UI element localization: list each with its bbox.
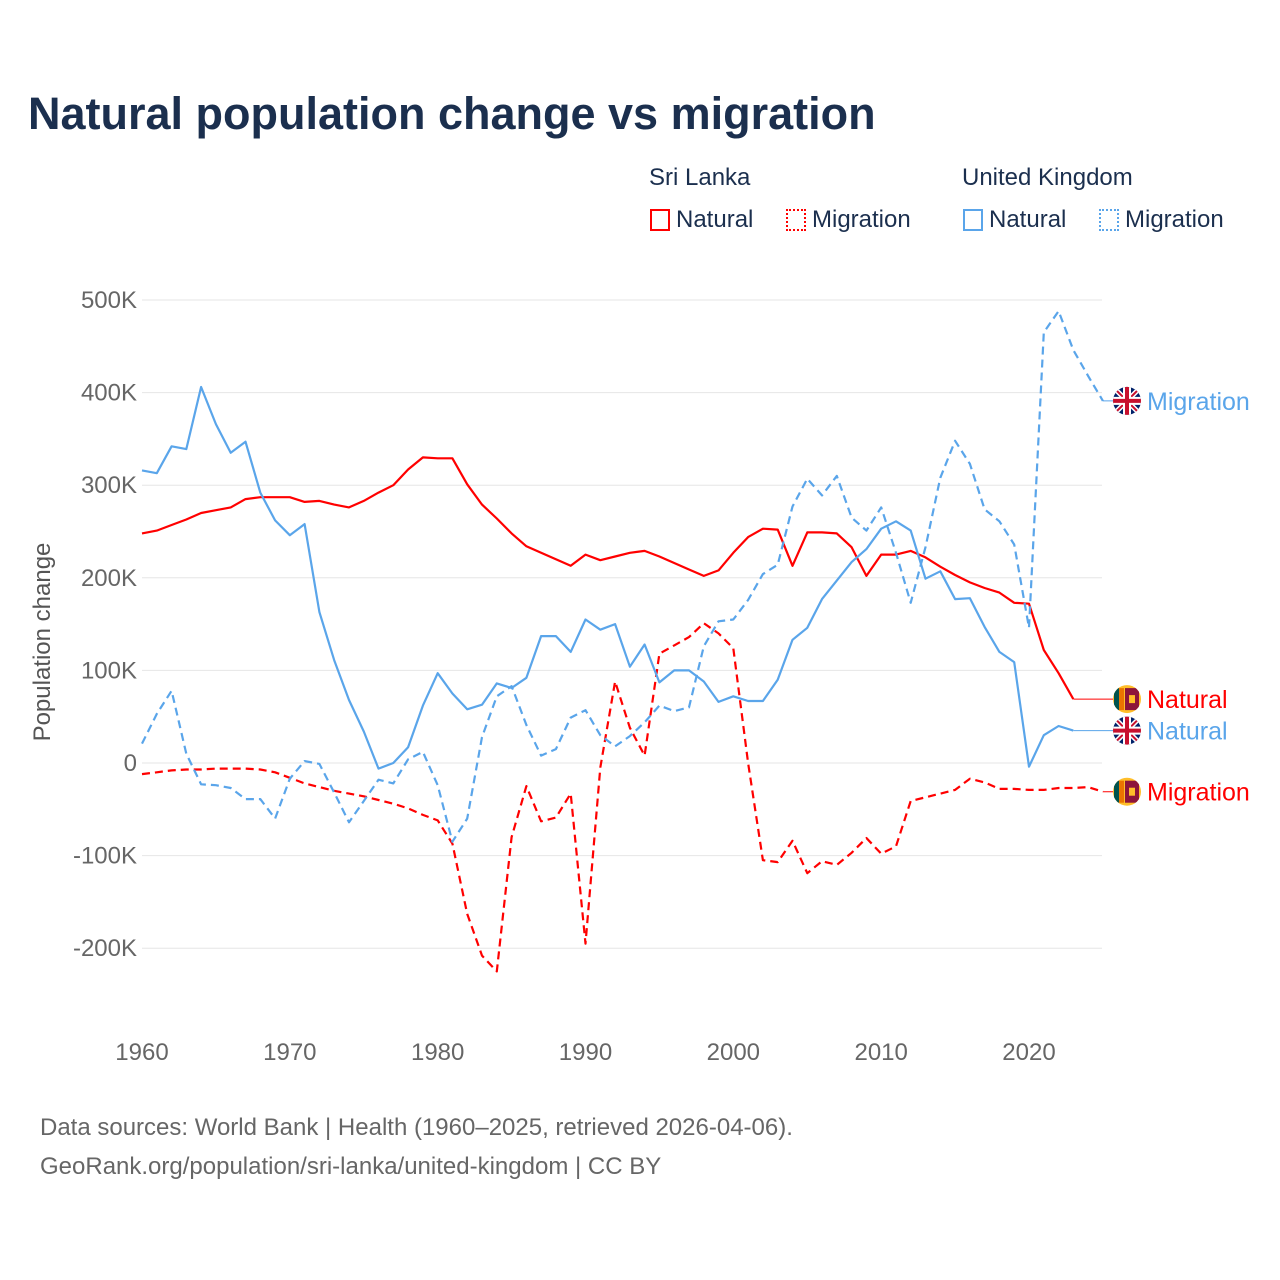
end-label: Natural (1147, 686, 1228, 714)
y-tick-label: 200K (81, 565, 137, 592)
legend-group-sri-lanka: Sri Lanka (649, 164, 751, 191)
series-line-united-kingdom-natural[interactable] (141, 385, 1074, 770)
sri-lanka-flag-icon (1113, 777, 1141, 806)
legend-swatch-dotted (786, 209, 806, 231)
legend-label: Migration (1125, 206, 1224, 233)
x-tick-label: 1980 (411, 1039, 464, 1066)
legend-item-uk-migration[interactable]: Migration (1099, 206, 1224, 234)
y-tick-label: -100K (73, 843, 137, 870)
series-line-sri-lanka-migration[interactable] (141, 622, 1104, 973)
legend-swatch-solid (963, 209, 983, 231)
y-tick-label: 0 (124, 750, 137, 777)
legend-item-sri-lanka-migration[interactable]: Migration (786, 206, 911, 234)
legend-swatch-dotted (1099, 209, 1119, 231)
x-tick-label: 2020 (1002, 1039, 1055, 1066)
y-tick-label: 100K (81, 657, 137, 684)
legend-swatch-solid (650, 209, 670, 231)
source-line-2[interactable]: GeoRank.org/population/sri-lanka/united-… (40, 1153, 662, 1180)
legend-label: Natural (676, 206, 754, 233)
y-tick-label: 500K (81, 287, 137, 314)
x-tick-label: 1960 (115, 1039, 168, 1066)
legend-label: Migration (812, 206, 911, 233)
x-tick-label: 2010 (854, 1039, 907, 1066)
end-label: Migration (1147, 388, 1250, 416)
y-tick-label: 400K (81, 380, 137, 407)
x-tick-label: 1990 (559, 1039, 612, 1066)
x-tick-label: 1970 (263, 1039, 316, 1066)
end-label: Migration (1147, 779, 1250, 807)
y-axis-title: Population change (29, 543, 56, 742)
data-sources: Data sources: World Bank | Health (1960–… (40, 1108, 793, 1186)
chart-title: Natural population change vs migration (28, 88, 876, 139)
uk-flag-icon (1113, 386, 1141, 415)
x-tick-label: 2000 (707, 1039, 760, 1066)
y-tick-label: 300K (81, 472, 137, 499)
legend-item-uk-natural[interactable]: Natural (963, 206, 1066, 234)
legend-label: Natural (989, 206, 1067, 233)
source-line-1: Data sources: World Bank | Health (1960–… (40, 1114, 793, 1141)
uk-flag-icon (1113, 716, 1141, 745)
sri-lanka-flag-icon (1113, 685, 1141, 714)
y-tick-label: -200K (73, 935, 137, 962)
series-line-united-kingdom-migration[interactable] (141, 310, 1104, 843)
legend-group-united-kingdom: United Kingdom (962, 164, 1133, 191)
legend-item-sri-lanka-natural[interactable]: Natural (650, 206, 753, 234)
end-label: Natural (1147, 718, 1228, 746)
